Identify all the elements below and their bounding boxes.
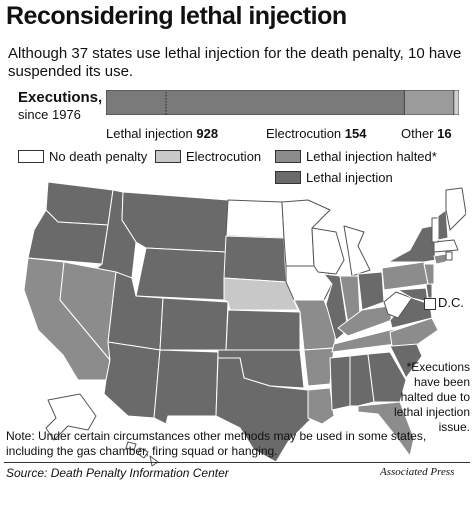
source: Source: Death Penalty Information Center [6, 466, 229, 480]
footnote: *Executions have been halted due to leth… [393, 360, 470, 434]
state-new-jersey [423, 263, 435, 285]
bar-segment-electrocution [403, 90, 455, 115]
state-west-virginia [383, 291, 413, 319]
state-new-mexico [153, 349, 219, 425]
state-washington [45, 181, 114, 226]
legend-swatch [275, 171, 301, 184]
legend-label: No death penalty [49, 149, 148, 164]
state-texas [215, 357, 311, 463]
state-south-dakota [223, 235, 287, 283]
bar-segment-lethal-injection [106, 90, 405, 115]
legend-lethal-injection-halted: Lethal injection halted* [275, 149, 437, 164]
state-maine [445, 187, 466, 231]
state-mississippi [329, 355, 351, 411]
state-montana [121, 191, 229, 253]
us-map [23, 181, 466, 467]
legend-swatch [275, 150, 301, 163]
state-alabama [349, 353, 375, 407]
state-florida [357, 401, 415, 457]
state-ohio [357, 271, 385, 311]
state-north-carolina [389, 317, 439, 347]
dc-marker [424, 298, 436, 310]
legend-label: Lethal injection halted* [306, 149, 437, 164]
state-arkansas [303, 347, 335, 387]
state-rhode-island [445, 251, 453, 261]
legend-no-death-penalty: No death penalty [18, 149, 147, 164]
state-wyoming [135, 247, 227, 301]
dc-label: D.C. [438, 295, 464, 310]
state-colorado [159, 297, 229, 351]
state-wisconsin [311, 227, 345, 275]
bar-segment-other [453, 90, 459, 115]
segment-name: Other [401, 126, 434, 141]
state-alaska [45, 393, 97, 441]
state-pennsylvania [381, 261, 429, 291]
segment-name: Lethal injection [106, 126, 193, 141]
note: Note: Under certain circumstances other … [6, 429, 427, 458]
lethal-injection-count-label: Lethal injection 928 [106, 126, 218, 141]
segment-value: 16 [437, 126, 452, 141]
credit: Associated Press [380, 466, 455, 478]
state-hawaii [125, 441, 159, 467]
state-louisiana [307, 387, 335, 425]
legend-lethal-injection: Lethal injection [275, 170, 393, 185]
other-count-label: Other 16 [401, 126, 452, 141]
state-georgia [367, 351, 407, 403]
legend-label: Electrocution [186, 149, 262, 164]
divider [4, 462, 470, 463]
page-title: Reconsidering lethal injection [6, 2, 347, 30]
state-massachusetts [433, 239, 459, 253]
executions-bar [106, 90, 459, 115]
legend-swatch [18, 150, 44, 163]
executions-sublabel: since 1976 [18, 107, 81, 122]
legend-swatch [155, 150, 181, 163]
legend-label: Lethal injection [306, 170, 393, 185]
state-arizona [103, 341, 161, 419]
segment-name: Electrocution [266, 126, 342, 141]
state-new-york [387, 225, 437, 263]
state-north-dakota [225, 199, 285, 239]
state-vermont [431, 217, 439, 243]
electrocution-count-label: Electrocution 154 [266, 126, 366, 141]
state-connecticut [433, 253, 447, 265]
segment-value: 154 [344, 126, 367, 141]
executions-label: Executions, [18, 89, 103, 106]
subtitle: Although 37 states use lethal injection … [8, 45, 462, 80]
state-michigan [343, 225, 371, 277]
state-kansas [225, 309, 301, 351]
legend-electrocution: Electrocution [155, 149, 261, 164]
state-new-hampshire [437, 209, 449, 241]
segment-value: 928 [196, 126, 219, 141]
